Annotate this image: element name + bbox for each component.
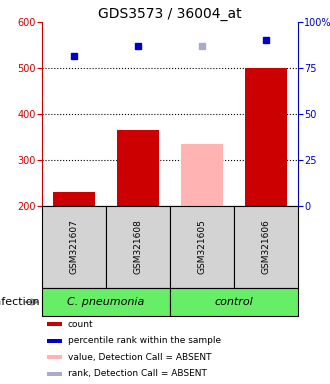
Bar — [170, 288, 298, 316]
Bar — [42, 288, 170, 316]
Text: GSM321605: GSM321605 — [197, 220, 207, 275]
Bar — [53, 192, 95, 206]
Text: GSM321606: GSM321606 — [261, 220, 271, 275]
Text: count: count — [68, 320, 93, 329]
Text: GSM321608: GSM321608 — [134, 220, 143, 275]
Bar — [181, 144, 223, 206]
Text: C. pneumonia: C. pneumonia — [67, 297, 145, 307]
Bar — [170, 206, 234, 288]
Bar — [47, 355, 62, 359]
Text: percentile rank within the sample: percentile rank within the sample — [68, 336, 221, 345]
Bar — [245, 68, 287, 206]
Text: GSM321607: GSM321607 — [70, 220, 79, 275]
Bar — [117, 130, 159, 206]
Bar — [234, 206, 298, 288]
Text: control: control — [214, 297, 253, 307]
Text: value, Detection Call = ABSENT: value, Detection Call = ABSENT — [68, 353, 211, 362]
Bar — [42, 206, 106, 288]
Text: rank, Detection Call = ABSENT: rank, Detection Call = ABSENT — [68, 369, 207, 378]
Bar — [47, 372, 62, 376]
Text: infection: infection — [0, 297, 40, 307]
Title: GDS3573 / 36004_at: GDS3573 / 36004_at — [98, 7, 242, 21]
Bar — [47, 339, 62, 343]
Bar — [106, 206, 170, 288]
Bar — [47, 322, 62, 326]
